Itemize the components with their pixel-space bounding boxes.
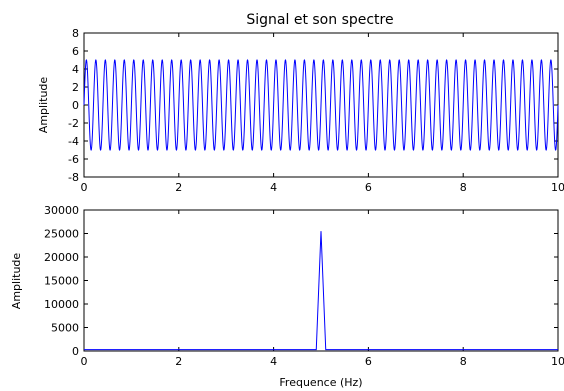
y-tick-label: 0 (72, 99, 79, 112)
spectrum-ylabel: Amplitude (10, 253, 23, 310)
y-tick-label: 25000 (44, 228, 79, 241)
signal-ylabel: Amplitude (37, 77, 50, 134)
y-tick-label: 20000 (44, 251, 79, 264)
spectrum-axes: 0 2 4 6 8 10 0 5000 10000 15000 20000 25000 30000 Am… (10, 204, 564, 389)
y-tick-label: -4 (68, 135, 79, 148)
y-tick-label: 5000 (51, 322, 79, 335)
x-tick-label: 0 (81, 355, 88, 368)
x-tick-label: 4 (270, 355, 277, 368)
y-tick-label: 15000 (44, 275, 79, 288)
y-tick-label: -2 (68, 117, 79, 130)
x-tick-label: 10 (551, 355, 564, 368)
chart-title: Signal et son spectre (246, 12, 393, 28)
spectrum-xlabel: Frequence (Hz) (279, 376, 362, 389)
x-tick-label: 6 (365, 181, 372, 194)
signal-ticks: 0 2 4 6 8 10 -8 -6 -4 -2 0 2 4 6 8 (68, 27, 564, 194)
x-tick-label: 8 (460, 355, 467, 368)
x-tick-label: 6 (365, 355, 372, 368)
x-tick-label: 2 (175, 355, 182, 368)
y-tick-label: -6 (68, 153, 79, 166)
y-tick-label: 8 (72, 27, 79, 40)
signal-axes: 0 2 4 6 8 10 -8 -6 -4 -2 0 2 4 6 8 Amplitude (37, 27, 564, 194)
spectrum-line (84, 231, 558, 351)
spectrum-ticks: 0 2 4 6 8 10 0 5000 10000 15000 20000 25000 30000 (44, 204, 564, 368)
x-tick-label: 2 (175, 181, 182, 194)
y-tick-label: 10000 (44, 298, 79, 311)
y-tick-label: 2 (72, 81, 79, 94)
x-tick-label: 0 (81, 181, 88, 194)
x-tick-label: 8 (460, 181, 467, 194)
y-tick-label: -8 (68, 171, 79, 184)
y-tick-label: 0 (72, 345, 79, 358)
y-tick-label: 30000 (44, 204, 79, 217)
y-tick-label: 6 (72, 45, 79, 58)
x-tick-label: 4 (270, 181, 277, 194)
signal-line (83, 59, 559, 151)
x-tick-label: 10 (551, 181, 564, 194)
y-tick-label: 4 (72, 63, 79, 76)
